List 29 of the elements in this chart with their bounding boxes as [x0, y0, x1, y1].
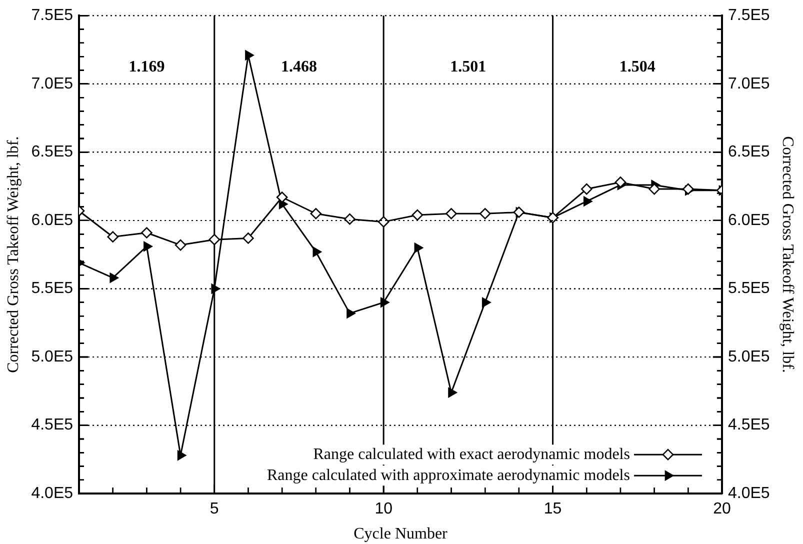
x-tick-label: 5: [210, 500, 219, 518]
y-tick-label: 5.0E5: [31, 348, 74, 366]
x-tick-label: 20: [713, 500, 731, 518]
x-tick-label: 15: [544, 500, 562, 518]
y2-tick-label: 7.0E5: [728, 75, 770, 92]
legend-label: Range calculated with approximate aerodynamic models: [267, 466, 630, 484]
y-tick-label: 7.0E5: [31, 75, 74, 92]
y-tick-label: 4.0E5: [31, 485, 74, 502]
y2-tick-label: 4.0E5: [728, 485, 770, 502]
y2-tick-label: 5.0E5: [728, 348, 770, 366]
annotation: 1.501: [450, 58, 486, 76]
x-axis-title: Cycle Number: [354, 526, 448, 543]
y-tick-label: 5.5E5: [31, 280, 74, 298]
y-tick-label: 6.0E5: [31, 212, 74, 229]
y2-tick-label: 7.5E5: [728, 7, 770, 24]
y2-tick-label: 6.5E5: [728, 144, 770, 161]
annotation: 1.504: [619, 58, 656, 76]
y-tick-label: 6.5E5: [31, 144, 74, 161]
y-axis-title: Corrected Gross Takeoff Weight, lbf.: [4, 136, 22, 373]
y-tick-label: 7.5E5: [31, 7, 74, 24]
y2-tick-label: 5.5E5: [728, 280, 770, 298]
y2-tick-label: 6.0E5: [728, 212, 770, 229]
annotation: 1.169: [128, 58, 165, 76]
annotation: 1.468: [280, 58, 317, 76]
y2-tick-label: 4.5E5: [728, 416, 770, 434]
x-tick-label: 10: [374, 500, 393, 518]
y2-axis-title: Corrected Gross Takeoff Weight, lbf.: [779, 136, 796, 373]
y-tick-label: 4.5E5: [31, 416, 74, 434]
legend-label: Range calculated with exact aerodynamic models: [313, 446, 630, 463]
